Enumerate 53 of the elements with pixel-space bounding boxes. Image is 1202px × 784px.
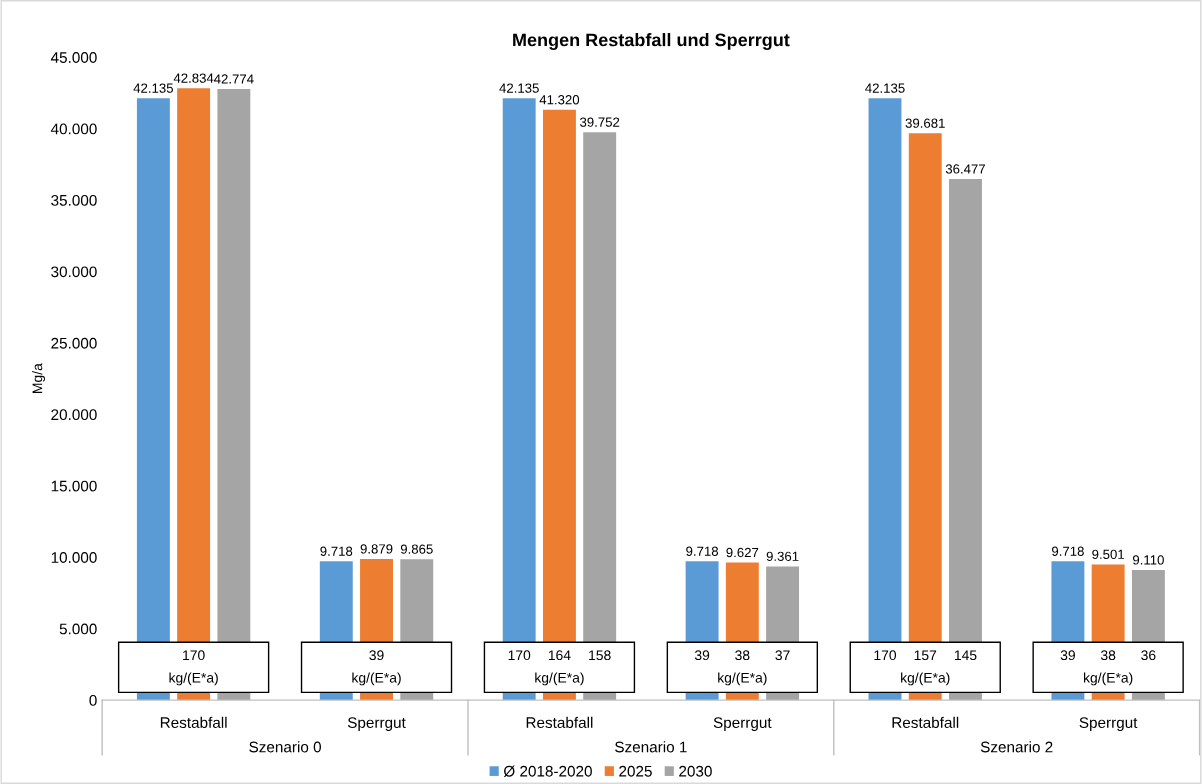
- bar: [217, 89, 251, 701]
- bar: [136, 98, 170, 701]
- data-label: 42.834: [173, 73, 214, 83]
- legend-label: 2030: [679, 765, 712, 777]
- text: 39 38 37 kg/(E*a): [694, 650, 790, 686]
- data-label: 9.718: [686, 546, 719, 556]
- y-tick-label: 15.000: [51, 480, 97, 492]
- data-label: 42.135: [499, 83, 539, 93]
- x-tick-label: Sperrgut: [347, 717, 406, 732]
- x-tick-label: Sperrgut: [713, 717, 772, 732]
- data-label: 42.135: [133, 83, 174, 93]
- text: 170 164 158 kg/(E*a): [508, 650, 611, 686]
- data-label: 9.110: [1132, 555, 1164, 565]
- data-label: 36.477: [945, 164, 985, 174]
- annotation: 39 kg/(E*a): [352, 650, 401, 686]
- x-tick-label: Restabfall: [160, 716, 227, 728]
- text: 39 38 36 kg/(E*a): [1060, 650, 1156, 686]
- legend-label: Ø 2018-2020: [503, 765, 592, 777]
- text: Szenario 1: [615, 741, 687, 753]
- data-label: 9.718: [320, 546, 353, 556]
- data-label: 9.627: [726, 547, 759, 558]
- data-label: 9.879: [360, 544, 393, 554]
- y-tick-label: 20.000: [51, 409, 97, 421]
- data-label: 9.501: [1092, 549, 1125, 559]
- bar: [502, 98, 536, 701]
- x-tick-label: Restabfall: [892, 716, 959, 728]
- data-label: 9.361: [766, 551, 799, 561]
- y-tick-label: 30.000: [51, 266, 97, 278]
- y-tick-label: 35.000: [51, 194, 97, 206]
- text: Szenario 2: [980, 741, 1053, 753]
- text: 170 157 145 kg/(E*a): [874, 650, 977, 686]
- data-label: 41.320: [539, 95, 580, 105]
- x-tick-label: Restabfall: [526, 716, 593, 728]
- y-tick-label: 10.000: [51, 552, 97, 563]
- y-tick-label: 45.000: [50, 52, 97, 63]
- data-label: 39.681: [905, 118, 945, 128]
- y-axis-title: Mg/a: [32, 363, 46, 393]
- y-tick-label: 40.000: [50, 123, 97, 135]
- data-label: 9.865: [400, 544, 433, 554]
- text: Szenario 0: [249, 741, 321, 753]
- bar: [583, 132, 617, 701]
- y-tick-label: 5.000: [59, 623, 97, 635]
- data-label: 42.774: [213, 74, 254, 84]
- data-label: 39.752: [580, 117, 620, 127]
- annotation: 170 kg/(E*a): [169, 650, 218, 686]
- y-tick-label: 25.000: [51, 337, 97, 349]
- data-label: 42.135: [865, 83, 905, 93]
- data-label: 9.718: [1052, 546, 1084, 556]
- chart-title: Mengen Restabfall und Sperrgut: [513, 33, 790, 50]
- legend-label: 2025: [619, 765, 652, 777]
- y-tick-label: 0: [89, 694, 97, 706]
- bar: [949, 178, 982, 701]
- x-tick-label: Sperrgut: [1079, 717, 1138, 732]
